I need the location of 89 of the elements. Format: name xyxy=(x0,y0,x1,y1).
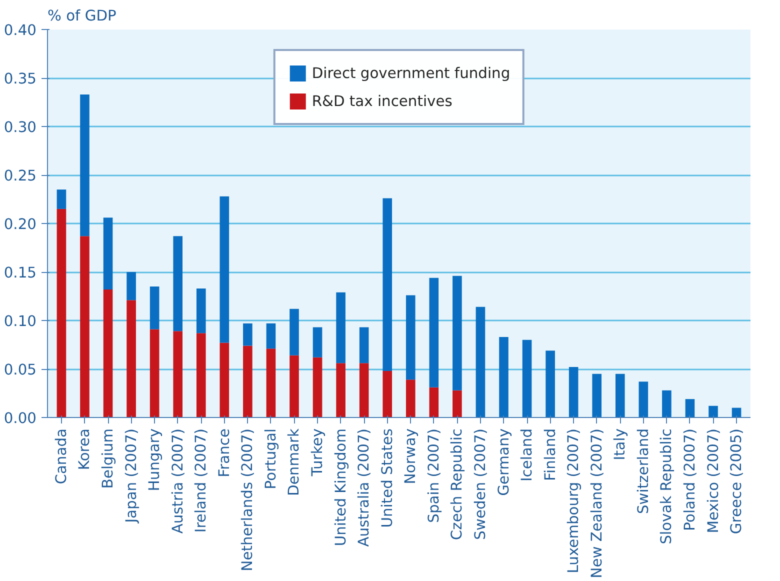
bar xyxy=(56,208,66,418)
bar xyxy=(126,300,136,418)
x-tick-label: Luxembourg (2007) xyxy=(565,428,582,574)
bar xyxy=(56,190,66,209)
bar xyxy=(382,370,392,418)
bar xyxy=(382,198,392,371)
x-tick-label: Australia (2007) xyxy=(356,428,373,547)
bar xyxy=(80,94,90,236)
bar xyxy=(452,276,462,390)
bar xyxy=(80,236,90,418)
y-tick-label: 0.20 xyxy=(4,216,37,233)
x-tick-label: Sweden (2007) xyxy=(472,428,489,540)
bar xyxy=(662,390,672,418)
bar xyxy=(615,374,625,418)
x-tick-label: Finland xyxy=(542,428,559,481)
x-tick-label: Poland (2007) xyxy=(681,428,698,531)
bar xyxy=(336,292,346,364)
bar xyxy=(126,272,136,300)
legend-label: R&D tax incentives xyxy=(312,92,452,110)
x-tick-label: Canada xyxy=(52,428,70,484)
bar xyxy=(243,323,252,346)
bar xyxy=(243,346,252,418)
bar xyxy=(312,327,322,358)
x-tick-label: Czech Republic xyxy=(448,428,466,540)
x-tick-label: Slovak Republic xyxy=(658,428,676,544)
bar xyxy=(290,355,299,418)
x-tick-label: Turkey xyxy=(309,428,326,478)
bar xyxy=(150,329,160,418)
bar xyxy=(406,295,416,380)
bar xyxy=(406,380,416,418)
y-tick-label: 0.05 xyxy=(4,362,37,378)
x-tick-label: Greece (2005) xyxy=(728,428,746,534)
x-tick-label: Portugal xyxy=(262,428,280,490)
bar xyxy=(359,327,369,364)
y-tick-label: 0.15 xyxy=(4,264,37,282)
x-tick-label: United States xyxy=(378,428,396,528)
x-tick-label: Italy xyxy=(612,428,629,460)
bar xyxy=(638,382,648,418)
x-tick-label: Germany xyxy=(495,428,512,496)
y-tick-label: 0.10 xyxy=(4,313,37,330)
bar xyxy=(429,278,439,388)
y-tick-label: 0.00 xyxy=(4,410,37,427)
x-tick-label: Switzerland xyxy=(634,428,652,514)
x-tick-label: Mexico (2007) xyxy=(704,428,722,534)
legend-label: Direct government funding xyxy=(312,64,510,82)
bar xyxy=(546,350,555,418)
x-tick-label: Belgium xyxy=(100,428,117,489)
bar xyxy=(499,336,508,418)
bar xyxy=(312,357,322,418)
bar xyxy=(359,363,369,418)
bar xyxy=(150,286,160,330)
y-tick-label: 0.35 xyxy=(4,70,37,88)
x-tick-label: Denmark xyxy=(286,428,303,496)
bar xyxy=(266,348,276,418)
bar xyxy=(196,288,206,334)
x-tick-label: Netherlands (2007) xyxy=(239,428,256,572)
bar xyxy=(429,387,439,418)
x-tick-label: Austria (2007) xyxy=(169,428,186,534)
bar xyxy=(592,374,602,418)
y-tick-label: 0.25 xyxy=(4,168,37,184)
bar xyxy=(708,406,718,418)
bar xyxy=(173,331,183,418)
bar xyxy=(103,289,113,418)
y-axis-title: % of GDP xyxy=(48,8,117,24)
bar xyxy=(452,390,462,418)
bar xyxy=(220,342,230,418)
y-tick-label: 0.40 xyxy=(4,22,37,39)
x-tick-label: Ireland (2007) xyxy=(192,428,210,533)
x-tick-label: Spain (2007) xyxy=(425,428,442,523)
x-tick-label: Norway xyxy=(402,428,420,484)
bar xyxy=(336,363,346,418)
x-tick-label: Hungary xyxy=(146,428,164,492)
bar xyxy=(522,340,532,418)
x-tick-label: Japan (2007) xyxy=(122,428,140,524)
bar xyxy=(568,367,578,418)
x-tick-label: Iceland xyxy=(518,428,536,482)
y-tick-label: 0.30 xyxy=(4,119,37,136)
bar xyxy=(220,196,230,343)
x-tick-label: France xyxy=(216,428,233,478)
bar xyxy=(685,399,695,418)
bar xyxy=(266,323,276,349)
x-tick-label: United Kingdom xyxy=(332,428,350,546)
bar xyxy=(173,236,183,332)
x-tick-label: New Zealand (2007) xyxy=(588,428,606,578)
bar xyxy=(476,306,486,418)
x-tick-label: Korea xyxy=(76,428,94,470)
bar xyxy=(196,333,206,418)
bar xyxy=(103,218,113,290)
bar xyxy=(290,308,299,356)
